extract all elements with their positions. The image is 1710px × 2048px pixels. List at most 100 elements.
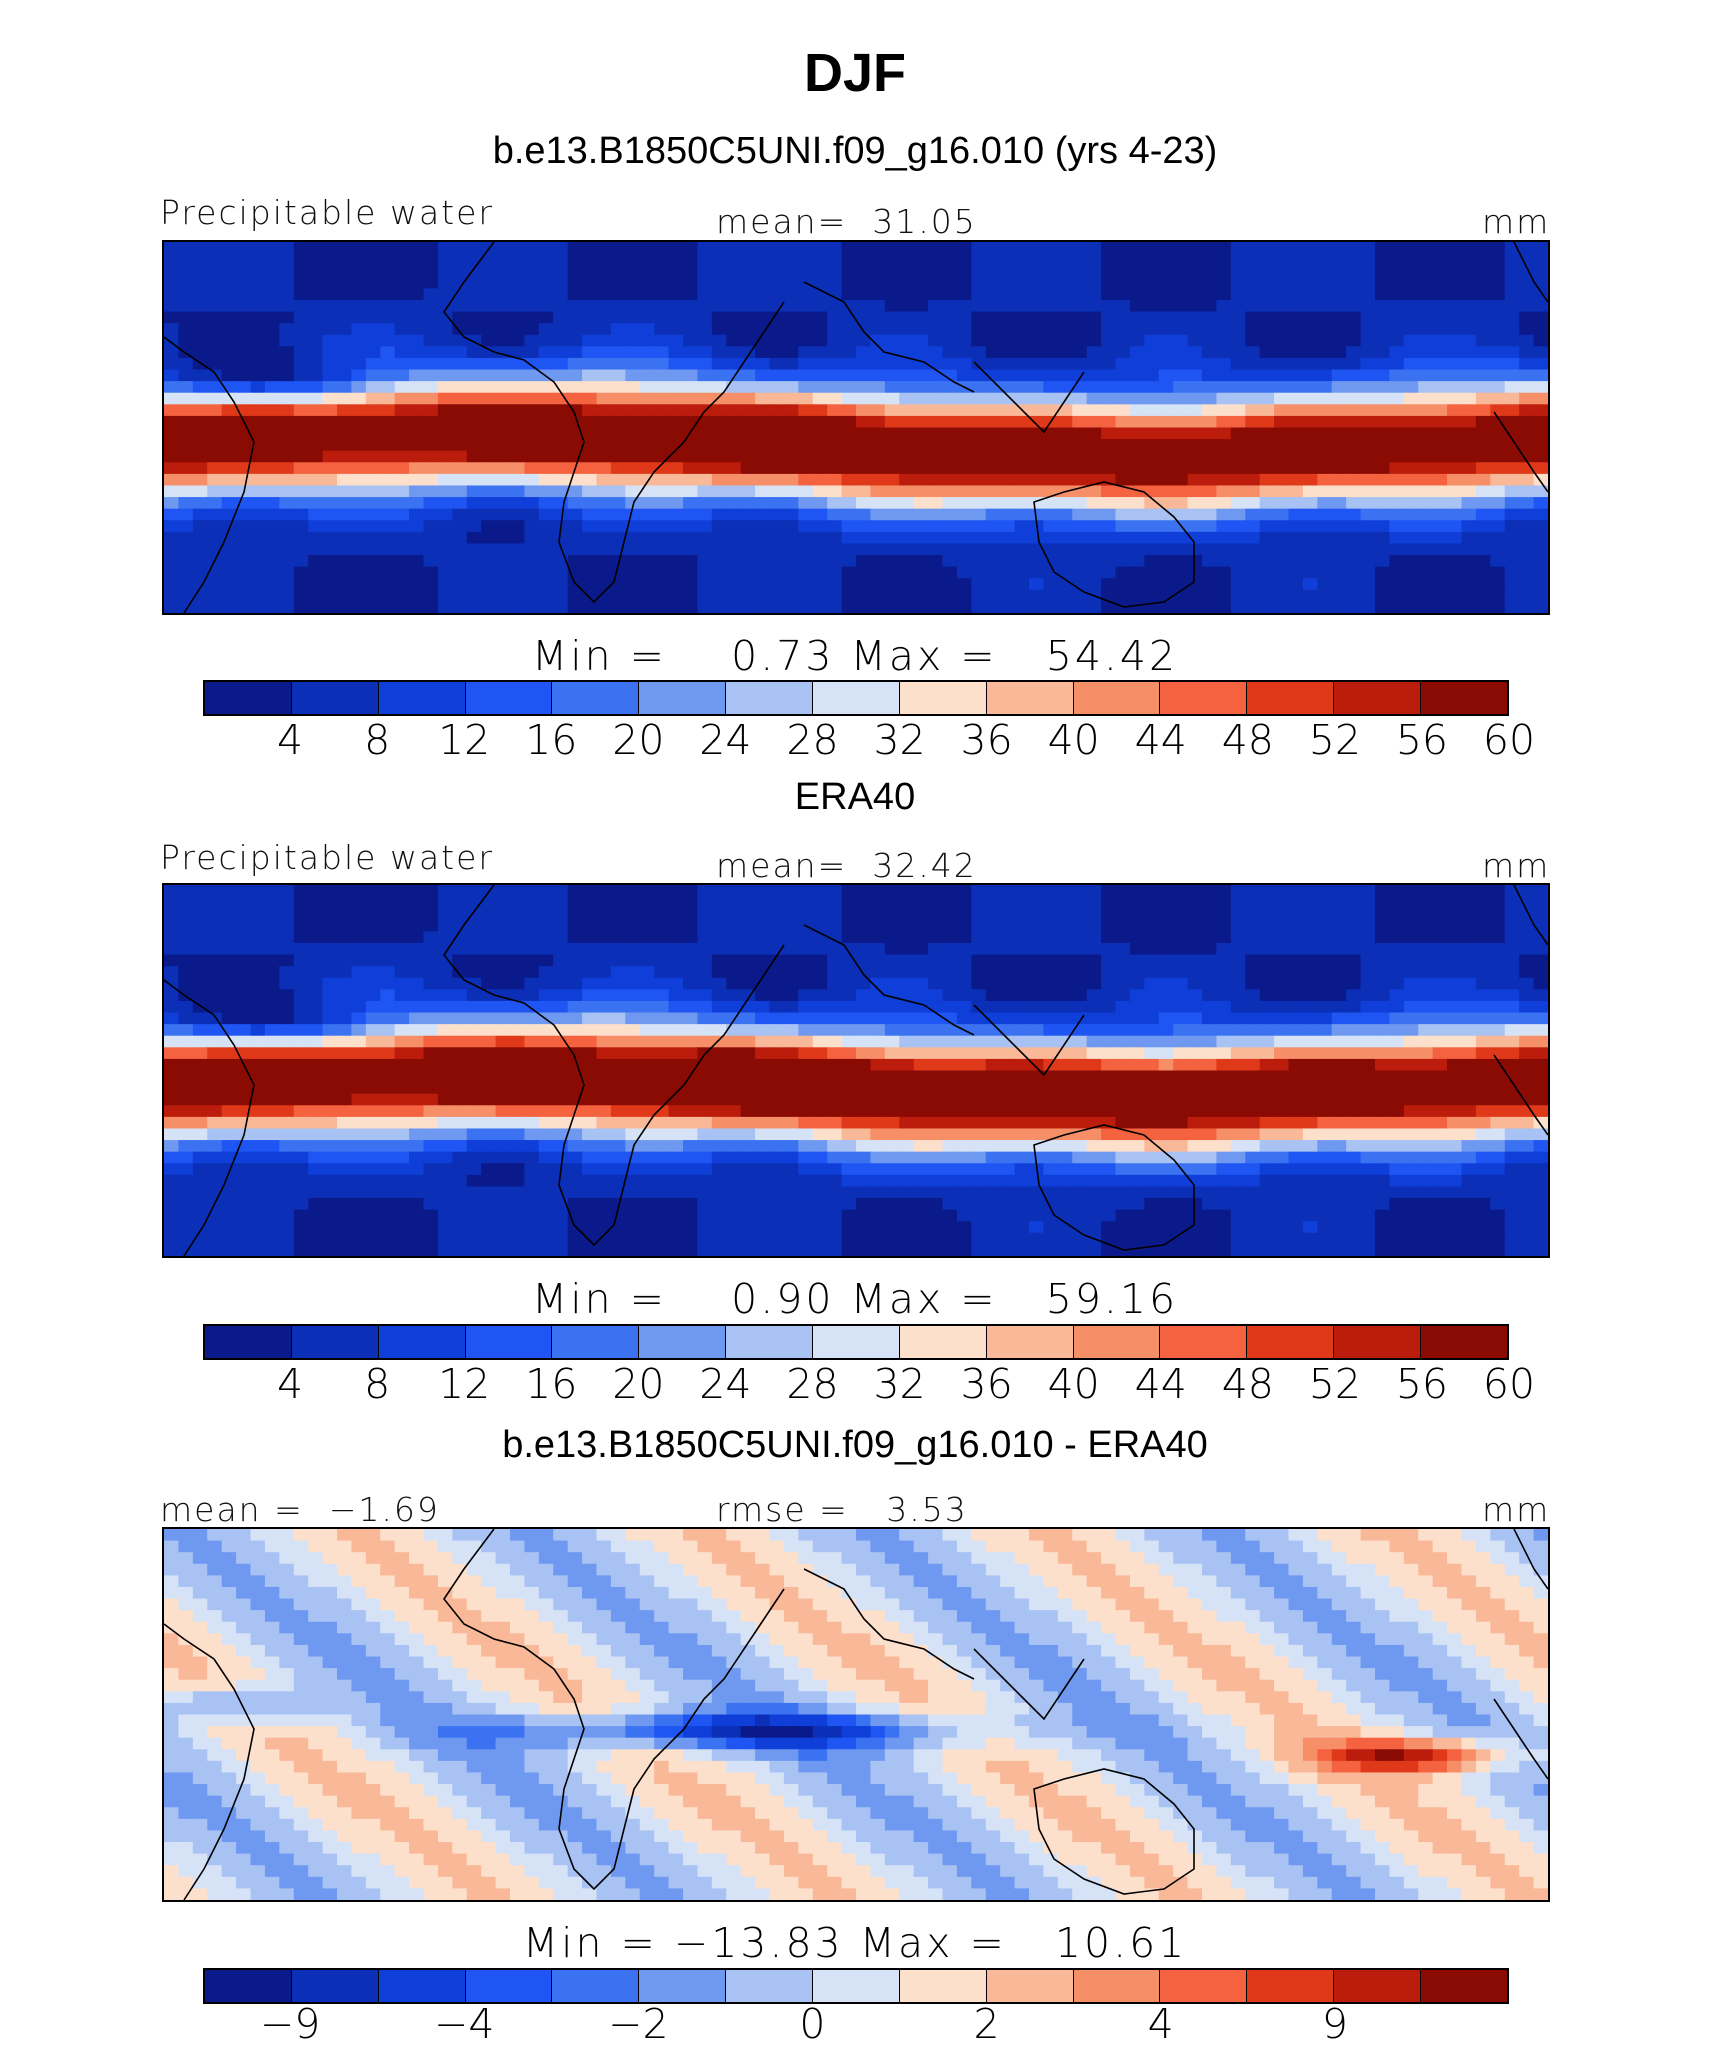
- field-cell: [1533, 954, 1548, 967]
- field-cell: [1101, 989, 1117, 1002]
- field-cell: [726, 369, 742, 382]
- field-cell: [971, 589, 987, 602]
- field-cell: [567, 242, 583, 255]
- field-cell: [452, 1082, 468, 1095]
- field-cell: [1230, 357, 1246, 371]
- field-cell: [1173, 1012, 1189, 1025]
- field-cell: [236, 931, 252, 944]
- field-cell: [1014, 566, 1030, 579]
- field-cell: [164, 334, 180, 347]
- field-cell: [1475, 392, 1491, 405]
- field-cell: [899, 497, 915, 510]
- field-cell: [668, 589, 684, 602]
- field-cell: [1302, 589, 1318, 602]
- field-cell: [221, 288, 237, 301]
- field-cell: [207, 265, 223, 278]
- field-cell: [985, 253, 1001, 266]
- field-cell: [899, 439, 915, 452]
- field-cell: [1245, 601, 1261, 613]
- field-cell: [711, 369, 727, 382]
- field-cell: [1461, 404, 1477, 417]
- field-cell: [1158, 589, 1174, 602]
- field-cell: [899, 1070, 915, 1083]
- field-cell: [928, 497, 944, 510]
- colorbar-tick-label: 56: [1395, 716, 1449, 764]
- field-cell: [1504, 253, 1520, 266]
- field-cell: [1029, 919, 1045, 932]
- field-cell: [279, 1012, 295, 1025]
- field-cell: [798, 508, 814, 521]
- field-cell: [1519, 989, 1535, 1002]
- field-cell: [1014, 919, 1030, 932]
- field-cell: [755, 265, 771, 278]
- field-cell: [1533, 462, 1548, 475]
- field-cell: [1331, 531, 1347, 545]
- field-cell: [1418, 450, 1434, 463]
- field-cell: [812, 242, 828, 255]
- field-cell: [1331, 427, 1347, 440]
- field-cell: [1057, 311, 1073, 324]
- field-cell: [178, 357, 194, 371]
- field-cell: [1230, 427, 1246, 440]
- field-cell: [293, 242, 309, 255]
- field-cell: [884, 531, 900, 545]
- field-cell: [553, 954, 569, 967]
- field-cell: [654, 919, 670, 932]
- field-cell: [1057, 334, 1073, 347]
- field-cell: [1274, 966, 1290, 979]
- field-cell: [510, 578, 526, 591]
- field-cell: [582, 323, 598, 336]
- field-cell: [164, 508, 180, 521]
- field-cell: [1144, 334, 1160, 347]
- field-cell: [1360, 473, 1376, 487]
- field-cell: [1101, 1082, 1117, 1095]
- field-cell: [1043, 357, 1059, 371]
- field-cell: [437, 276, 453, 289]
- field-cell: [1490, 288, 1506, 301]
- field-cell: [1014, 427, 1030, 440]
- field-cell: [221, 555, 237, 568]
- field-cell: [798, 601, 814, 613]
- field-cell: [293, 450, 309, 463]
- field-cell: [1043, 896, 1059, 909]
- field-cell: [1187, 323, 1203, 336]
- field-cell: [1519, 311, 1535, 324]
- field-cell: [1389, 346, 1405, 359]
- field-cell: [610, 1000, 626, 1014]
- field-cell: [856, 242, 872, 255]
- field-cell: [1259, 1012, 1275, 1025]
- field-cell: [1461, 589, 1477, 602]
- field-cell: [1230, 369, 1246, 382]
- panel-2-contour-plot: [164, 885, 1548, 1256]
- field-cell: [1317, 485, 1333, 498]
- field-cell: [553, 288, 569, 301]
- field-cell: [1158, 885, 1174, 898]
- field-cell: [1072, 357, 1088, 371]
- field-cell: [582, 265, 598, 278]
- field-cell: [1187, 439, 1203, 452]
- field-cell: [870, 392, 886, 405]
- field-cell: [279, 253, 295, 266]
- field-cell: [322, 1105, 338, 1118]
- field-cell: [322, 1024, 338, 1037]
- field-cell: [1317, 885, 1333, 898]
- field-cell: [1447, 415, 1463, 429]
- field-cell: [567, 989, 583, 1002]
- field-cell: [466, 346, 482, 359]
- field-cell: [207, 520, 223, 533]
- field-cell: [394, 1024, 410, 1037]
- field-cell: [1086, 885, 1102, 898]
- field-cell: [985, 966, 1001, 979]
- field-cell: [466, 543, 482, 556]
- field-cell: [1014, 462, 1030, 475]
- field-cell: [1115, 299, 1131, 313]
- field-cell: [1331, 392, 1347, 405]
- field-cell: [755, 242, 771, 255]
- field-cell: [1475, 346, 1491, 359]
- field-cell: [1029, 942, 1045, 956]
- field-cell: [1317, 1035, 1333, 1048]
- field-cell: [783, 276, 799, 289]
- field-cell: [437, 462, 453, 475]
- field-cell: [452, 276, 468, 289]
- field-cell: [279, 1047, 295, 1060]
